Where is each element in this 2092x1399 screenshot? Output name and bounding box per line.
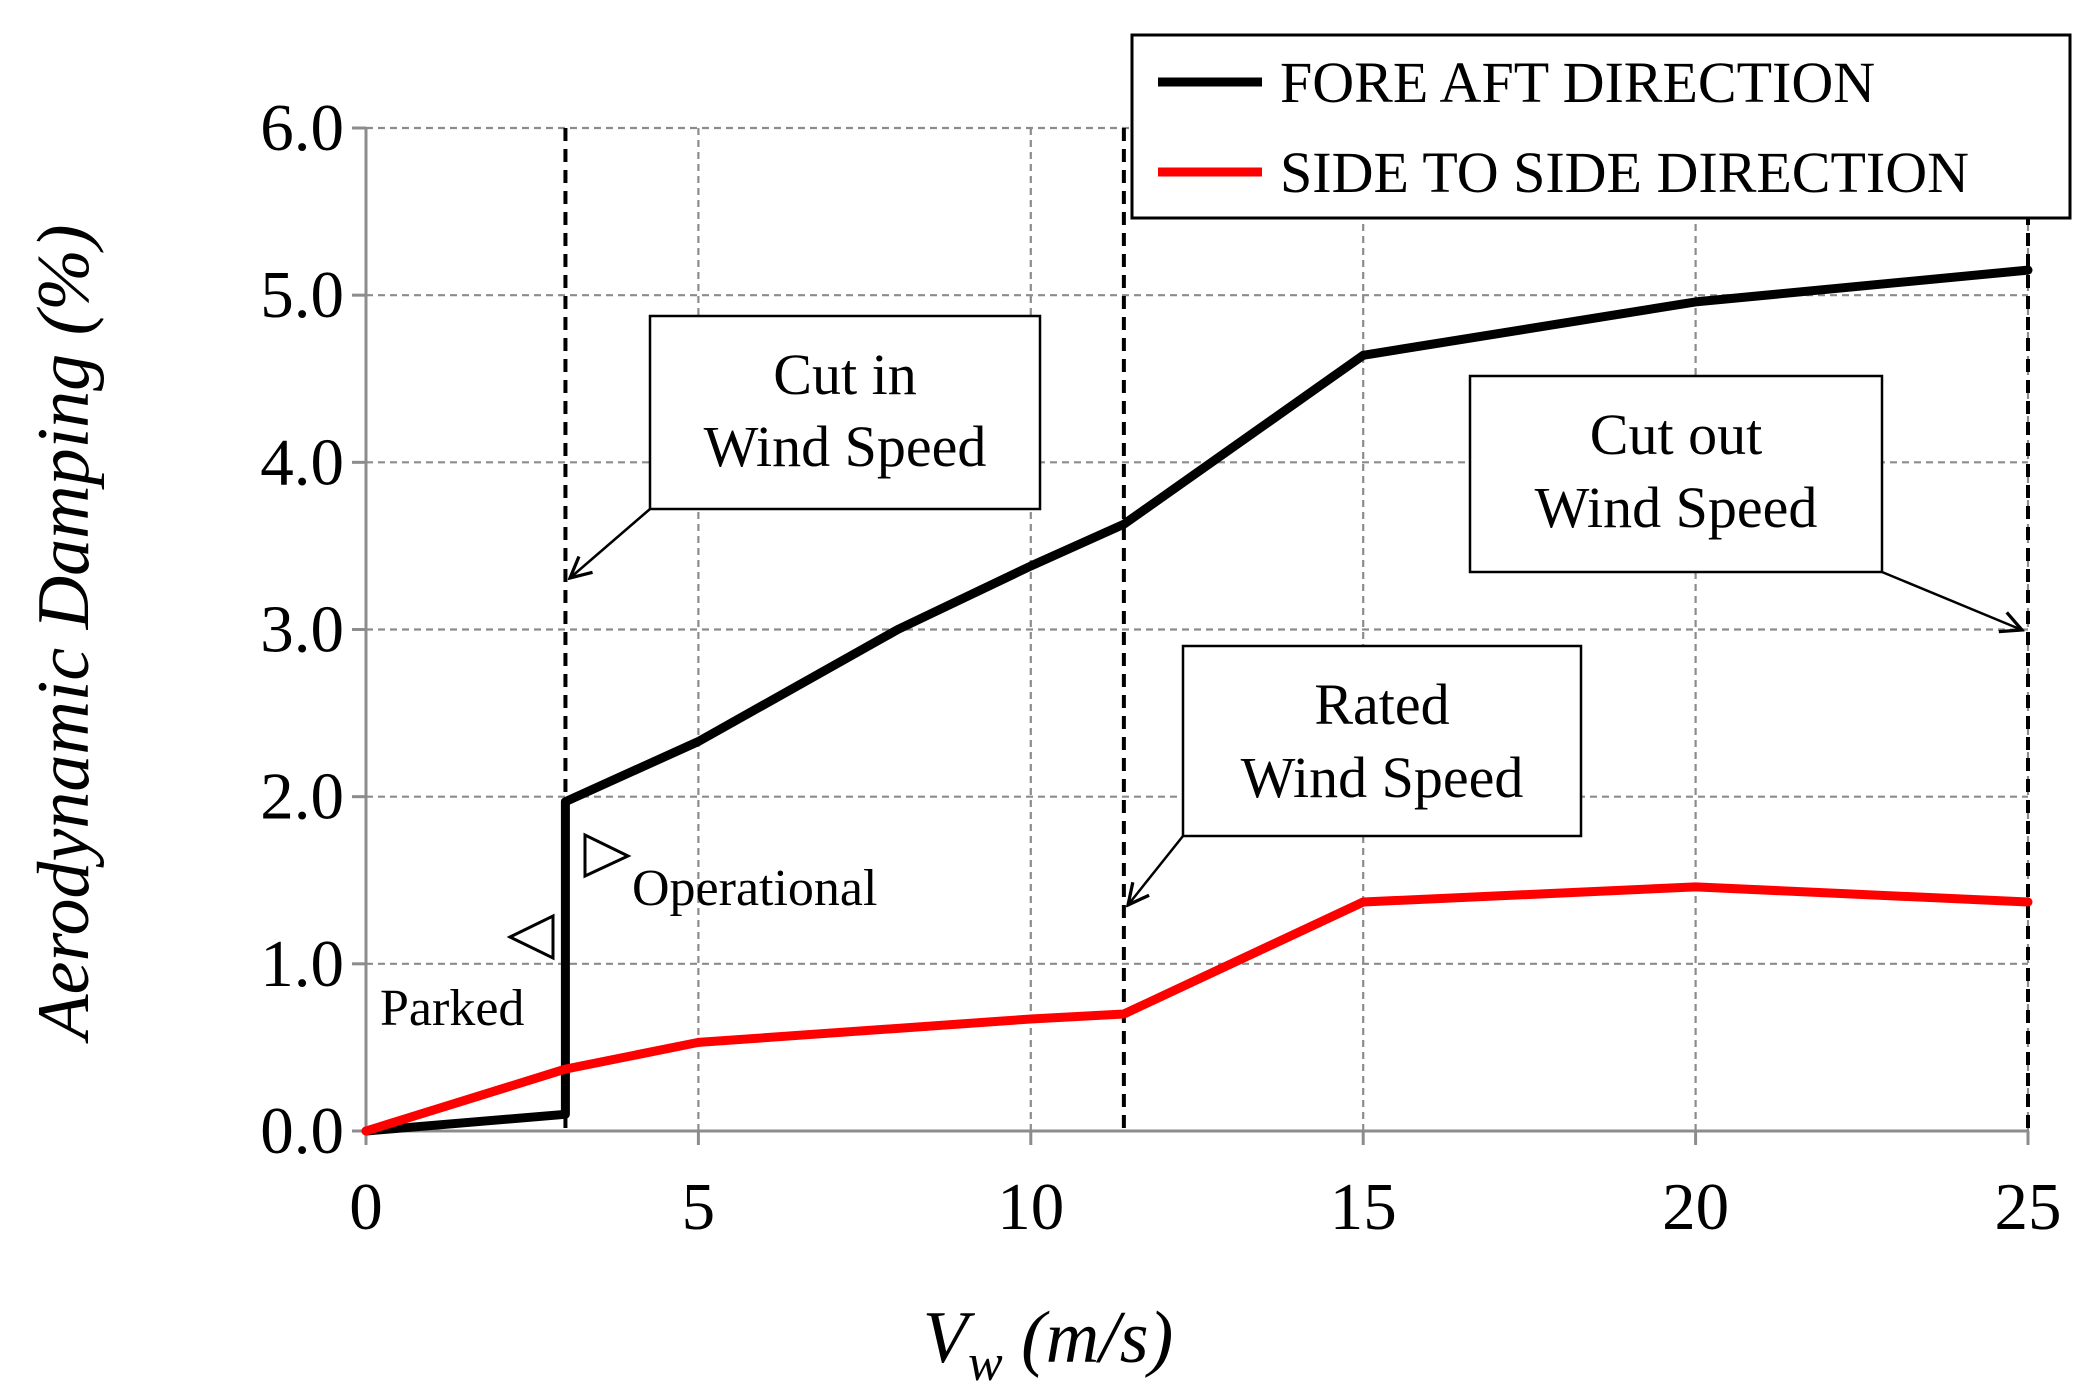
- y-tick-label-3: 3.0: [260, 593, 344, 667]
- series: [361, 265, 2033, 1136]
- parked-label: Parked: [380, 980, 524, 1037]
- data-point-fore-aft-direction-6: [1123, 523, 1125, 525]
- data-point-fore-aft-direction-3: [697, 741, 699, 743]
- y-tick-label-1: 1.0: [260, 927, 344, 1001]
- callout-cut-in: Cut in Wind Speed: [570, 314, 1042, 578]
- x-tick-label-1: 5: [682, 1170, 716, 1244]
- y-axis-title: Aerodynamic Damping (%): [23, 224, 105, 1044]
- callout-cut-in-box: [648, 314, 1042, 511]
- x-tick-label-5: 25: [1995, 1170, 2062, 1244]
- callout-cut-out: Cut out Wind Speed: [1468, 374, 2022, 630]
- axes: [352, 126, 2030, 1145]
- callout-cut-in-line-2: Wind Speed: [704, 414, 987, 479]
- x-tick-label-3: 15: [1330, 1170, 1397, 1244]
- y-tick-label-6: 6.0: [260, 91, 344, 165]
- data-point-fore-aft-direction-8: [1695, 301, 1697, 303]
- y-tick-label-0: 0.0: [260, 1094, 344, 1168]
- data-point-fore-aft-direction-2: [564, 801, 566, 803]
- legend-label-fore-aft: FORE AFT DIRECTION: [1280, 50, 1875, 115]
- callout-cut-out-box: [1468, 374, 1884, 574]
- data-point-side-to-side-direction-0: [365, 1130, 367, 1132]
- y-tick-label-5: 5.0: [260, 258, 344, 332]
- legend-box: [1130, 33, 2072, 220]
- phase-operational: Operational: [583, 832, 877, 917]
- callout-cut-out-line-1: Cut out: [1590, 402, 1762, 467]
- data-point-side-to-side-direction-3: [1030, 1018, 1032, 1020]
- y-tick-label-4: 4.0: [260, 425, 344, 499]
- callout-rated: Rated Wind Speed: [1128, 644, 1583, 905]
- operational-triangle-icon: [583, 832, 632, 879]
- data-point-side-to-side-direction-7: [2027, 901, 2029, 903]
- data-point-side-to-side-direction-4: [1123, 1013, 1125, 1015]
- data-point-fore-aft-direction-9: [2027, 269, 2029, 271]
- data-point-fore-aft-direction-4: [897, 629, 899, 630]
- tick-labels: 0.0 1.0 2.0 3.0 4.0 5.0 6.0 0 5 10 15 20 25: [260, 91, 2061, 1244]
- operational-label: Operational: [632, 860, 877, 917]
- data-point-side-to-side-direction-1: [564, 1068, 566, 1070]
- parked-triangle-icon: [506, 913, 555, 961]
- series-line-fore-aft-direction: [361, 265, 2033, 1136]
- x-axis-title: Vw (m/s): [923, 1297, 1173, 1392]
- x-tick-label-0: 0: [349, 1170, 383, 1244]
- callout-cut-out-line-2: Wind Speed: [1535, 475, 1818, 540]
- x-tick-label-2: 10: [997, 1170, 1064, 1244]
- callout-rated-arrow: [1128, 835, 1184, 905]
- data-point-side-to-side-direction-2: [697, 1041, 699, 1043]
- callout-rated-line-2: Wind Speed: [1241, 745, 1524, 810]
- data-point-side-to-side-direction-6: [1695, 886, 1697, 888]
- data-point-side-to-side-direction-5: [1362, 901, 1364, 903]
- data-point-fore-aft-direction-1: [564, 1113, 566, 1115]
- y-tick-label-2: 2.0: [260, 760, 344, 834]
- series-line-side-to-side-direction: [361, 882, 2033, 1136]
- callout-rated-box: [1181, 644, 1583, 838]
- callout-rated-line-1: Rated: [1314, 672, 1449, 737]
- x-tick-label-4: 20: [1662, 1170, 1729, 1244]
- phase-parked: Parked: [380, 913, 555, 1037]
- callout-cut-out-arrow: [1881, 570, 2022, 630]
- data-point-fore-aft-direction-5: [1030, 565, 1032, 567]
- callout-cut-in-line-1: Cut in: [773, 342, 916, 407]
- callout-cut-in-arrow: [570, 508, 651, 578]
- legend: FORE AFT DIRECTION SIDE TO SIDE DIRECTIO…: [1130, 33, 2072, 220]
- data-point-fore-aft-direction-7: [1362, 354, 1364, 356]
- legend-label-side-to-side: SIDE TO SIDE DIRECTION: [1280, 140, 1969, 205]
